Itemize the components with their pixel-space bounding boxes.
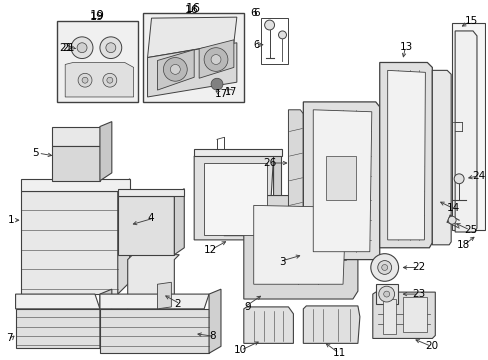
- Text: 21: 21: [60, 43, 73, 53]
- Circle shape: [203, 48, 227, 71]
- Polygon shape: [147, 43, 236, 97]
- Circle shape: [378, 286, 394, 302]
- Text: 1: 1: [8, 215, 14, 225]
- Text: 23: 23: [412, 289, 425, 299]
- Polygon shape: [52, 146, 100, 181]
- Bar: [142, 13, 244, 102]
- Text: 11: 11: [332, 348, 346, 358]
- Circle shape: [71, 37, 93, 59]
- Polygon shape: [20, 179, 129, 190]
- Polygon shape: [16, 294, 100, 309]
- Polygon shape: [431, 70, 450, 245]
- Circle shape: [381, 265, 387, 270]
- Text: 9: 9: [244, 302, 250, 312]
- Polygon shape: [118, 179, 129, 294]
- Polygon shape: [118, 195, 174, 255]
- Polygon shape: [451, 23, 484, 230]
- Text: 20: 20: [425, 341, 438, 351]
- Text: 18: 18: [456, 240, 469, 250]
- Polygon shape: [100, 289, 112, 348]
- Polygon shape: [157, 282, 171, 309]
- Polygon shape: [375, 284, 397, 304]
- Polygon shape: [127, 255, 179, 314]
- Polygon shape: [244, 307, 293, 343]
- Polygon shape: [20, 190, 118, 294]
- Text: 15: 15: [464, 16, 477, 26]
- Polygon shape: [100, 294, 209, 309]
- Text: 8: 8: [209, 332, 215, 342]
- Polygon shape: [288, 110, 303, 225]
- Circle shape: [278, 31, 286, 39]
- Text: 6: 6: [253, 8, 260, 18]
- Polygon shape: [118, 189, 184, 195]
- Circle shape: [78, 73, 92, 87]
- Text: 19: 19: [90, 12, 104, 22]
- Polygon shape: [199, 40, 233, 78]
- Polygon shape: [273, 149, 281, 240]
- Circle shape: [77, 43, 87, 53]
- Text: 6: 6: [250, 8, 257, 18]
- Circle shape: [370, 254, 398, 281]
- Polygon shape: [303, 306, 359, 343]
- Text: 25: 25: [463, 225, 476, 235]
- Text: 22: 22: [412, 262, 425, 273]
- Polygon shape: [244, 195, 357, 299]
- Text: 17: 17: [224, 87, 237, 97]
- Polygon shape: [372, 292, 434, 338]
- Text: 2: 2: [174, 299, 181, 309]
- Polygon shape: [402, 297, 427, 332]
- Polygon shape: [325, 156, 355, 201]
- Polygon shape: [194, 149, 281, 156]
- Polygon shape: [157, 50, 194, 90]
- Circle shape: [163, 58, 187, 81]
- Text: 3: 3: [278, 257, 285, 266]
- Text: 19: 19: [89, 9, 104, 22]
- Polygon shape: [174, 189, 184, 255]
- Polygon shape: [194, 156, 273, 240]
- Circle shape: [106, 43, 116, 53]
- Polygon shape: [52, 127, 100, 146]
- Circle shape: [82, 77, 88, 83]
- Text: 24: 24: [471, 171, 484, 181]
- Circle shape: [377, 261, 391, 274]
- Bar: [57, 21, 137, 102]
- Circle shape: [211, 78, 223, 90]
- Polygon shape: [253, 206, 346, 284]
- Text: 7: 7: [6, 333, 12, 343]
- Polygon shape: [16, 309, 100, 348]
- Polygon shape: [454, 31, 476, 232]
- Circle shape: [447, 216, 455, 224]
- Polygon shape: [303, 102, 379, 260]
- Text: 16: 16: [185, 2, 200, 15]
- Circle shape: [264, 20, 274, 30]
- Text: 21: 21: [62, 43, 74, 53]
- Polygon shape: [203, 163, 266, 235]
- Circle shape: [211, 55, 221, 64]
- Circle shape: [453, 174, 463, 184]
- Polygon shape: [382, 299, 395, 333]
- Polygon shape: [387, 70, 425, 240]
- Polygon shape: [100, 122, 112, 181]
- Text: 6: 6: [253, 40, 259, 50]
- Circle shape: [102, 73, 117, 87]
- Polygon shape: [209, 289, 221, 353]
- Polygon shape: [379, 63, 431, 248]
- Text: 13: 13: [399, 42, 412, 52]
- Text: 14: 14: [447, 203, 460, 213]
- Text: 12: 12: [203, 245, 217, 255]
- Circle shape: [383, 291, 389, 297]
- Text: 5: 5: [32, 148, 39, 158]
- Polygon shape: [313, 110, 371, 252]
- Text: 10: 10: [233, 345, 246, 355]
- Text: 4: 4: [147, 213, 154, 223]
- Text: 17: 17: [214, 89, 227, 99]
- Polygon shape: [147, 17, 236, 58]
- Polygon shape: [65, 63, 133, 97]
- Text: 16: 16: [185, 5, 199, 15]
- Polygon shape: [100, 309, 209, 353]
- Circle shape: [170, 64, 180, 74]
- Circle shape: [107, 77, 113, 83]
- Circle shape: [100, 37, 122, 59]
- Text: 26: 26: [263, 158, 276, 168]
